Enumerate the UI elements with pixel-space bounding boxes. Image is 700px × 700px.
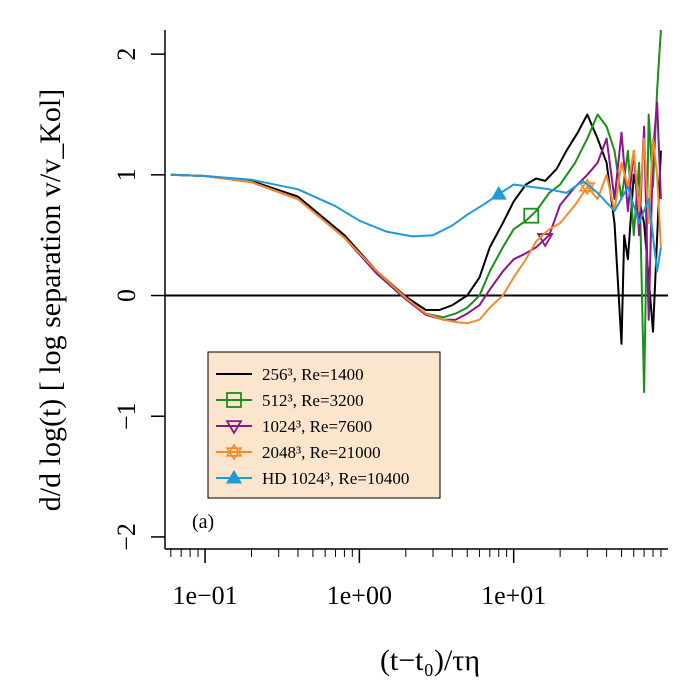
y-axis-title: d/d log(t) [ log separation v/v_Kol] (34, 89, 67, 511)
legend-label-2: 1024³, Re=7600 (262, 417, 372, 436)
legend-swatch-marker-3-up (225, 443, 243, 457)
y-tick-label-2: 0 (112, 289, 141, 302)
series-line-0 (170, 113, 662, 345)
legend-label-0: 256³, Re=1400 (262, 365, 364, 384)
y-tick-label-0: −2 (112, 523, 141, 551)
y-tick-label-3: 1 (112, 168, 141, 181)
series-line-1 (170, 29, 662, 394)
legend-label-1: 512³, Re=3200 (262, 391, 364, 410)
series-line-2 (170, 101, 662, 321)
panel-label: (a) (192, 511, 214, 533)
axes: −2 −1 0 1 2 1e−01 1e+00 1e+01 (112, 30, 668, 610)
y-tick-label-4: 2 (112, 48, 141, 61)
legend: 256³, Re=1400 512³, Re=3200 1024³, Re=7600… (207, 351, 441, 499)
y-tick-label-1: −1 (112, 402, 141, 430)
x-tick-label-1: 1e+00 (327, 581, 392, 610)
legend-label-3: 2048³, Re=21000 (262, 443, 381, 462)
legend-swatch-marker-3 (225, 443, 243, 461)
x-tick-label-2: 1e+01 (481, 581, 546, 610)
series-marker-3-0-up (578, 178, 596, 192)
series-marker-1-0 (523, 207, 540, 224)
series-line-3 (170, 137, 662, 325)
x-axis-title: (t−t₀)/τη (380, 644, 480, 677)
series-marker-4-0 (490, 185, 507, 200)
legend-swatch-marker-4 (225, 469, 243, 484)
legend-swatch-marker-3-down (225, 447, 243, 461)
x-tick-label-0: 1e−01 (172, 581, 237, 610)
plot-area (165, 29, 668, 394)
legend-swatch-marker-2 (225, 420, 243, 435)
legend-label-4: HD 1024³, Re=10400 (262, 469, 409, 488)
legend-swatch-marker-1 (226, 392, 242, 408)
series-line-4 (170, 173, 662, 273)
